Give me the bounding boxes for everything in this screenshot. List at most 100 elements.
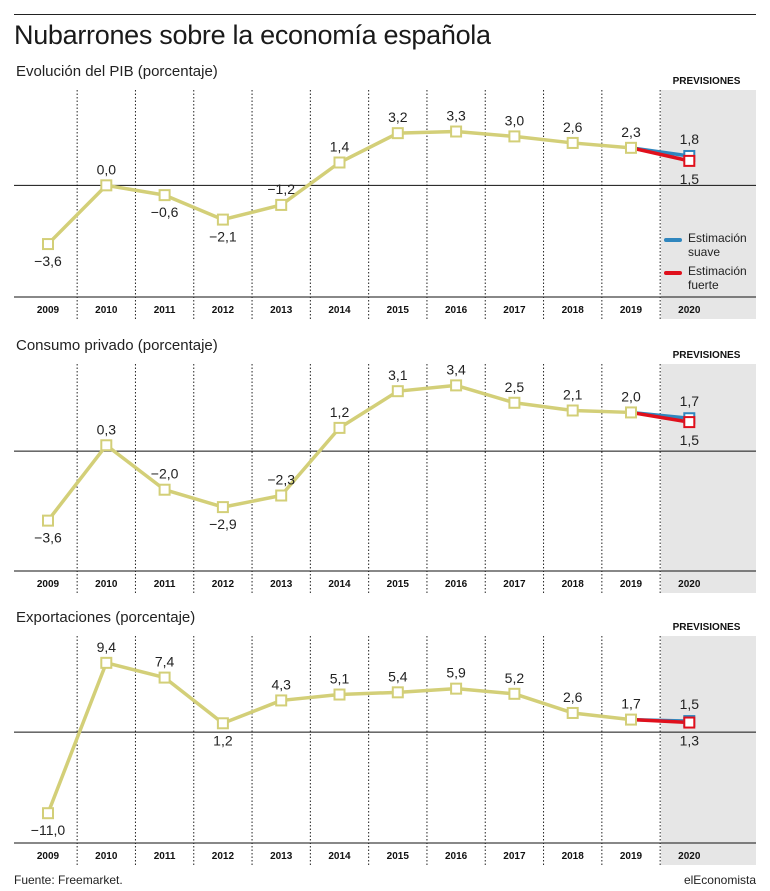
- data-point: [158, 671, 171, 684]
- data-point: [566, 404, 579, 417]
- data-point: [100, 439, 113, 452]
- x-tick-label: 2018: [562, 851, 585, 862]
- data-point: [450, 125, 463, 138]
- top-rule: [14, 14, 756, 15]
- chart-panel-1: Evolución del PIB (porcentaje) PREVISIONE…: [14, 63, 756, 319]
- data-point: [216, 717, 229, 730]
- legend: Estimación suave Estimación fuerte: [664, 231, 760, 297]
- x-tick-label: 2012: [212, 851, 235, 862]
- chart-title: Consumo privado (porcentaje): [16, 337, 218, 354]
- x-tick-label: 2014: [328, 579, 351, 590]
- forecast-label: PREVISIONES: [673, 622, 741, 633]
- data-label: −0,6: [151, 204, 179, 220]
- x-tick-label: 2020: [678, 579, 701, 590]
- x-tick-label: 2016: [445, 305, 468, 316]
- data-label: 3,1: [388, 367, 408, 383]
- data-point: [508, 687, 521, 700]
- forecast-band: [661, 364, 756, 593]
- data-label: 2,6: [563, 689, 583, 705]
- data-point: [158, 483, 171, 496]
- x-tick-label: 2018: [562, 305, 585, 316]
- data-label: 4,3: [271, 676, 291, 692]
- strong-forecast-line: [630, 146, 690, 163]
- legend-swatch-strong: [664, 271, 682, 275]
- main-title: Nubarrones sobre la economía española: [14, 20, 491, 50]
- x-tick-label: 2014: [328, 851, 351, 862]
- x-tick-label: 2013: [270, 851, 293, 862]
- data-label: −3,6: [34, 253, 62, 269]
- legend-swatch-soft: [664, 238, 682, 242]
- data-point: [566, 706, 579, 719]
- data-label: −11,0: [31, 822, 66, 838]
- chart-panel-3: Exportaciones (porcentaje) PREVISIONES 200…: [14, 609, 756, 865]
- data-label: 1,2: [213, 732, 233, 748]
- strong-forecast-label: 1,5: [680, 171, 700, 187]
- data-point: [42, 514, 54, 527]
- x-tick-label: 2013: [270, 579, 293, 590]
- brand-name: elEconomista: [683, 873, 756, 887]
- data-point: [216, 213, 229, 226]
- x-tick-label: 2011: [154, 305, 176, 316]
- x-tick-label: 2019: [620, 851, 643, 862]
- strong-forecast-point: [683, 154, 696, 167]
- strong-forecast-point: [683, 416, 696, 429]
- data-point: [275, 198, 288, 211]
- legend-item-strong: Estimación fuerte: [664, 264, 760, 297]
- x-tick-label: 2019: [620, 305, 643, 316]
- x-tick-label: 2014: [328, 305, 351, 316]
- x-tick-label: 2010: [95, 851, 118, 862]
- data-point: [100, 656, 113, 669]
- data-label: 7,4: [155, 654, 175, 670]
- strong-forecast-line: [630, 410, 690, 424]
- x-tick-label: 2013: [270, 305, 293, 316]
- data-label: −3,6: [34, 530, 62, 546]
- forecast-band: [661, 636, 756, 865]
- x-tick-label: 2010: [95, 579, 118, 590]
- x-tick-label: 2017: [503, 851, 526, 862]
- soft-forecast-label: 1,8: [680, 131, 700, 147]
- x-tick-label: 2016: [445, 579, 468, 590]
- data-point: [333, 421, 346, 434]
- x-tick-label: 2011: [154, 579, 176, 590]
- x-tick-label: 2020: [678, 305, 701, 316]
- data-label: 0,0: [97, 161, 117, 177]
- data-label: 1,7: [621, 696, 641, 712]
- data-label: 5,2: [505, 670, 525, 686]
- data-point: [391, 127, 404, 140]
- forecast-label: PREVISIONES: [673, 76, 741, 87]
- strong-forecast-point: [683, 716, 696, 729]
- data-point: [42, 807, 54, 820]
- data-label: 1,4: [330, 139, 350, 155]
- data-label: −2,1: [209, 229, 237, 245]
- data-point: [391, 385, 404, 398]
- x-tick-label: 2012: [212, 305, 235, 316]
- data-point: [450, 379, 463, 392]
- data-point: [450, 682, 463, 695]
- data-point: [216, 501, 229, 514]
- data-label: 3,0: [505, 112, 525, 128]
- data-label: 0,3: [97, 421, 117, 437]
- soft-forecast-label: 1,7: [680, 393, 700, 409]
- x-tick-label: 2020: [678, 851, 701, 862]
- data-point: [333, 688, 346, 701]
- data-label: 5,4: [388, 668, 408, 684]
- x-tick-label: 2016: [445, 851, 468, 862]
- x-tick-label: 2019: [620, 579, 643, 590]
- data-point: [625, 406, 637, 419]
- strong-forecast-label: 1,5: [680, 432, 700, 448]
- data-point: [158, 189, 171, 202]
- source-note: Fuente: Freemarket.: [14, 873, 123, 887]
- chart-panel-2: Consumo privado (porcentaje) PREVISIONES 2…: [14, 337, 756, 593]
- forecast-band: [661, 90, 756, 319]
- data-label: 9,4: [97, 639, 117, 655]
- forecast-label: PREVISIONES: [673, 350, 741, 361]
- x-tick-label: 2009: [37, 305, 60, 316]
- data-point: [42, 238, 54, 251]
- legend-label-soft: Estimación suave: [688, 231, 747, 259]
- data-label: 3,2: [388, 109, 408, 125]
- data-label: 3,3: [446, 108, 466, 124]
- x-tick-label: 2017: [503, 579, 526, 590]
- x-tick-label: 2015: [387, 851, 410, 862]
